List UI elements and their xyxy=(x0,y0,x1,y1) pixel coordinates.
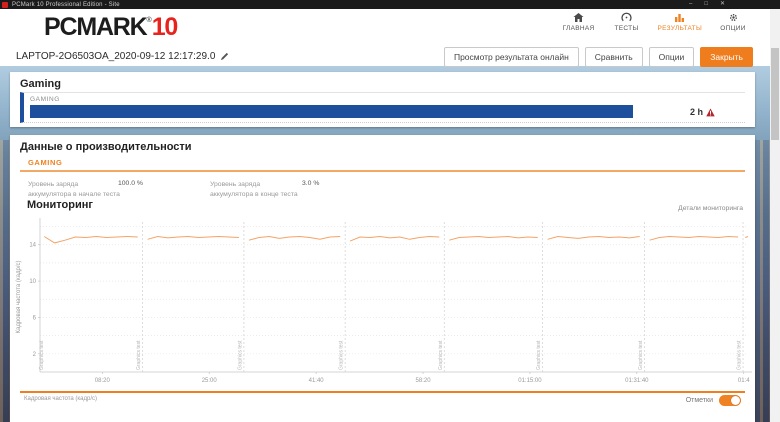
tab-underline xyxy=(20,170,745,172)
compare-button[interactable]: Сравнить xyxy=(584,47,643,67)
nav-item-tests[interactable]: ТЕСТЫ xyxy=(610,12,644,32)
close-window-button[interactable]: ✕ xyxy=(719,1,725,7)
gaming-progress-box: GAMING 2 h xyxy=(20,92,745,123)
marks-toggle[interactable] xyxy=(719,395,741,406)
svg-text:Graphics test: Graphics test xyxy=(136,340,142,370)
options-gear-icon xyxy=(729,14,737,21)
gaming-summary-card: Gaming GAMING 2 h xyxy=(10,72,755,127)
gaming-progress-fill xyxy=(30,105,633,118)
home-icon xyxy=(573,13,584,22)
tests-gauge-icon xyxy=(621,12,632,22)
svg-text:08:20: 08:20 xyxy=(95,378,111,384)
svg-text:Graphics test: Graphics test xyxy=(737,340,743,370)
nav-label: РЕЗУЛЬТАТЫ xyxy=(657,25,702,32)
window-title: PCMark 10 Professional Edition - Site xyxy=(12,1,120,8)
app-icon xyxy=(2,1,8,8)
toggle-knob xyxy=(731,396,740,405)
svg-text:Graphics test: Graphics test xyxy=(339,340,345,370)
tab-gaming[interactable]: GAMING xyxy=(28,158,63,167)
svg-text:14: 14 xyxy=(29,243,36,249)
nav-label: ОПЦИИ xyxy=(720,25,746,32)
legend-label: Кадровая частота (кадр/с) xyxy=(24,396,98,402)
performance-title: Данные о производительности xyxy=(20,141,192,153)
battery-start-label: Уровень заряда аккумулятора в начале тес… xyxy=(28,181,120,199)
minimize-button[interactable]: – xyxy=(689,1,693,7)
marks-toggle-label: Отметки xyxy=(685,397,713,404)
performance-card: Данные о производительности GAMING Урове… xyxy=(10,135,755,422)
svg-text:2: 2 xyxy=(33,352,37,358)
close-result-button[interactable]: Закрыть xyxy=(700,47,753,67)
warning-triangle-icon xyxy=(706,107,715,116)
svg-text:Graphics test: Graphics test xyxy=(536,340,542,370)
svg-text:01:15:00: 01:15:00 xyxy=(518,378,542,384)
nav-item-home[interactable]: ГЛАВНАЯ xyxy=(562,12,596,32)
maximize-button[interactable]: □ xyxy=(704,1,708,7)
monitoring-title: Мониторинг xyxy=(27,199,93,211)
app-header: PCMARK®10 ГЛАВНАЯ ТЕСТЫ РЕЗУЛЬТАТЫ xyxy=(0,9,780,67)
result-actions: Просмотр результата онлайн Сравнить Опци… xyxy=(443,47,753,67)
svg-text:01:31:40: 01:31:40 xyxy=(625,378,649,384)
monitoring-details-link[interactable]: Детали мониторинга xyxy=(678,205,743,212)
svg-text:01:4: 01:4 xyxy=(738,378,750,384)
svg-text:Graphics test: Graphics test xyxy=(39,340,45,370)
battery-end-value: 3.0 % xyxy=(302,180,320,187)
battery-end-label: Уровень заряда аккумулятора в конце тест… xyxy=(210,181,298,199)
edit-pencil-icon[interactable] xyxy=(220,52,229,61)
gaming-progress-track xyxy=(30,105,685,118)
main-nav: ГЛАВНАЯ ТЕСТЫ РЕЗУЛЬТАТЫ ОПЦИИ xyxy=(562,12,750,32)
vertical-scrollbar[interactable] xyxy=(770,9,780,422)
result-name: LAPTOP-2O6503OA_2020-09-12 12:17:29.0 xyxy=(16,51,216,62)
svg-text:25:00: 25:00 xyxy=(202,378,218,384)
svg-text:Кадровая частота (кадр/с): Кадровая частота (кадр/с) xyxy=(16,260,22,333)
svg-text:58:20: 58:20 xyxy=(416,378,432,384)
registered-mark: ® xyxy=(146,17,152,24)
svg-text:Graphics test: Graphics test xyxy=(237,340,243,370)
monitoring-chart: 14 10 6 2 08:20 25:00 41:40 58:20 01:15:00 01:31:… xyxy=(16,218,752,384)
svg-text:10: 10 xyxy=(29,279,36,285)
nav-label: ГЛАВНАЯ xyxy=(562,25,595,32)
gaming-bar-label: GAMING xyxy=(30,96,60,103)
gaming-card-title: Gaming xyxy=(20,78,61,90)
logo-number: 10 xyxy=(151,13,179,41)
svg-text:6: 6 xyxy=(33,315,37,321)
legend-color-rule xyxy=(20,391,745,393)
nav-item-options[interactable]: ОПЦИИ xyxy=(716,12,750,32)
battery-start-value: 100.0 % xyxy=(118,180,143,187)
nav-item-results[interactable]: РЕЗУЛЬТАТЫ xyxy=(658,12,702,32)
options-button[interactable]: Опции xyxy=(648,47,695,67)
logo-text: PCMARK xyxy=(44,13,148,41)
gaming-duration-value: 2 h xyxy=(690,107,704,117)
pcmark-logo: PCMARK®10 xyxy=(44,13,179,42)
scrollbar-thumb[interactable] xyxy=(771,48,779,140)
svg-text:41:40: 41:40 xyxy=(309,378,325,384)
nav-label: ТЕСТЫ xyxy=(614,25,639,32)
window-titlebar: PCMark 10 Professional Edition - Site – … xyxy=(0,0,780,9)
result-name-row: LAPTOP-2O6503OA_2020-09-12 12:17:29.0 xyxy=(16,51,229,62)
svg-text:Graphics test: Graphics test xyxy=(638,340,644,370)
view-result-online-button[interactable]: Просмотр результата онлайн xyxy=(443,47,579,67)
results-chart-icon xyxy=(675,14,685,22)
svg-text:Graphics test: Graphics test xyxy=(438,340,444,370)
